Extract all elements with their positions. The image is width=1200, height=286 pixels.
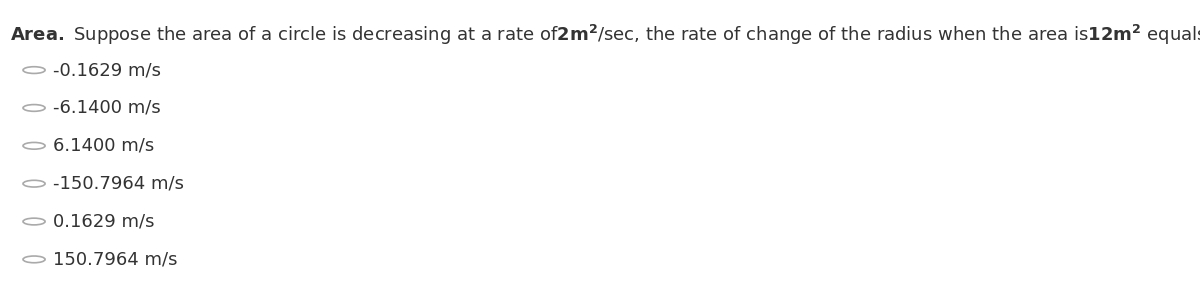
Text: 0.1629 m/s: 0.1629 m/s [53, 212, 155, 231]
Text: 6.1400 m/s: 6.1400 m/s [53, 137, 155, 155]
Text: $\bf{Area.}$ Suppose the area of a circle is decreasing at a rate of$\bf{2m^2}$/: $\bf{Area.}$ Suppose the area of a circl… [10, 22, 1200, 47]
Text: -0.1629 m/s: -0.1629 m/s [53, 61, 161, 79]
Text: -150.7964 m/s: -150.7964 m/s [53, 175, 185, 193]
Text: 150.7964 m/s: 150.7964 m/s [53, 250, 178, 268]
Text: -6.1400 m/s: -6.1400 m/s [53, 99, 161, 117]
